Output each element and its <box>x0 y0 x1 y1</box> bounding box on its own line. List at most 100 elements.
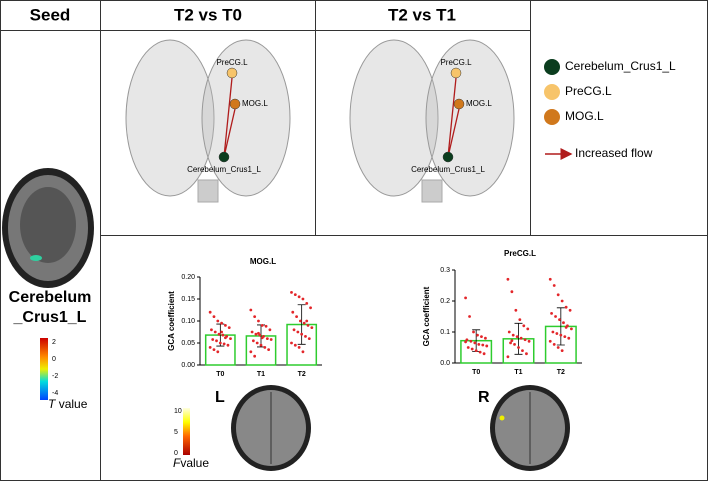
data-point <box>564 305 568 309</box>
seed-label: Cerebelum <box>9 289 92 306</box>
data-point <box>293 293 297 296</box>
data-point <box>216 319 220 323</box>
y-tick-label: 0.00 <box>181 362 195 369</box>
header: T2 vs T0 <box>174 5 242 24</box>
data-point <box>556 346 560 349</box>
data-point <box>304 335 307 338</box>
y-tick-label: 0.1 <box>440 329 450 336</box>
data-point <box>465 338 469 342</box>
data-point <box>477 343 481 346</box>
data-point <box>307 337 311 340</box>
chart-title: MOG.L <box>250 257 276 266</box>
header: Seed <box>30 5 71 24</box>
symbol: F <box>173 456 181 470</box>
legend-label: Cerebelum_Crus1_L <box>565 59 676 73</box>
data-point <box>525 352 528 356</box>
node <box>226 67 238 79</box>
data-point <box>226 343 230 347</box>
legend-label: MOG.L <box>565 109 604 123</box>
node-label: PreCG.L <box>216 58 248 67</box>
legend-marker <box>544 59 560 75</box>
data-point <box>268 328 272 332</box>
x-tick-label: T1 <box>257 371 265 378</box>
data-point <box>224 324 227 327</box>
x-tick-label: T0 <box>216 371 224 378</box>
colorbar-tick: 2 <box>52 339 56 346</box>
data-point <box>506 355 510 359</box>
data-point <box>220 330 224 334</box>
data-point <box>506 277 510 281</box>
data-point <box>551 330 555 334</box>
data-point <box>466 346 470 349</box>
data-point <box>560 349 564 352</box>
data-point <box>297 295 301 299</box>
data-point <box>264 324 268 328</box>
data-point <box>481 343 485 347</box>
data-point <box>484 336 487 340</box>
colorbar-tick: 0 <box>52 356 56 363</box>
legend-marker <box>544 84 560 100</box>
colorbar-tick: -2 <box>52 373 58 380</box>
data-point <box>290 291 293 294</box>
data-point <box>519 336 523 340</box>
data-point <box>211 338 215 341</box>
data-point <box>507 330 511 334</box>
data-point <box>560 299 564 303</box>
brainstem <box>197 179 219 203</box>
data-point <box>527 339 531 343</box>
node-label: MOG.L <box>242 99 268 108</box>
data-point <box>309 306 312 310</box>
data-point <box>293 343 297 347</box>
data-point <box>265 337 269 340</box>
data-point <box>556 293 560 297</box>
data-point <box>296 330 300 334</box>
x-tick-label: T0 <box>472 369 480 376</box>
data-point <box>562 321 565 325</box>
y-tick-label: 0.3 <box>440 267 450 274</box>
data-point <box>568 308 572 312</box>
brainstem <box>421 179 443 203</box>
glass-brain <box>125 39 215 197</box>
data-point <box>473 341 477 345</box>
data-point <box>517 346 520 349</box>
data-point <box>464 296 467 300</box>
node-label: PreCG.L <box>440 58 472 67</box>
data-point <box>548 339 552 343</box>
data-point <box>269 338 273 341</box>
data-point <box>301 297 305 301</box>
data-point <box>250 330 254 334</box>
data-point <box>295 315 298 318</box>
data-point <box>470 347 474 351</box>
data-point <box>554 315 557 318</box>
data-point <box>253 315 257 318</box>
data-point <box>220 321 224 325</box>
data-point <box>249 308 253 312</box>
data-point <box>469 339 473 343</box>
node-label: MOG.L <box>466 99 492 108</box>
data-point <box>563 335 567 339</box>
y-tick-label: 0.05 <box>181 340 195 347</box>
data-point <box>511 333 515 337</box>
data-point <box>260 324 264 327</box>
data-point <box>227 326 231 329</box>
y-tick-label: 0.20 <box>181 274 195 281</box>
data-point <box>480 335 483 339</box>
data-point <box>297 346 301 349</box>
y-tick-label: 0.2 <box>440 298 450 305</box>
data-point <box>291 310 295 314</box>
data-point <box>515 335 519 339</box>
data-point <box>210 328 213 332</box>
y-tick-label: 0.10 <box>181 318 195 325</box>
data-point <box>518 318 522 321</box>
flow-arrow <box>447 77 457 158</box>
glass-brain <box>349 39 439 197</box>
data-point <box>298 319 302 323</box>
data-point <box>474 349 478 352</box>
data-point <box>222 342 226 346</box>
seed-label: _Crus1_L <box>13 309 87 326</box>
node <box>229 98 241 110</box>
node <box>450 67 462 79</box>
data-point <box>306 324 310 327</box>
colorbar-label: Fvalue <box>173 456 209 470</box>
data-point <box>215 339 218 343</box>
